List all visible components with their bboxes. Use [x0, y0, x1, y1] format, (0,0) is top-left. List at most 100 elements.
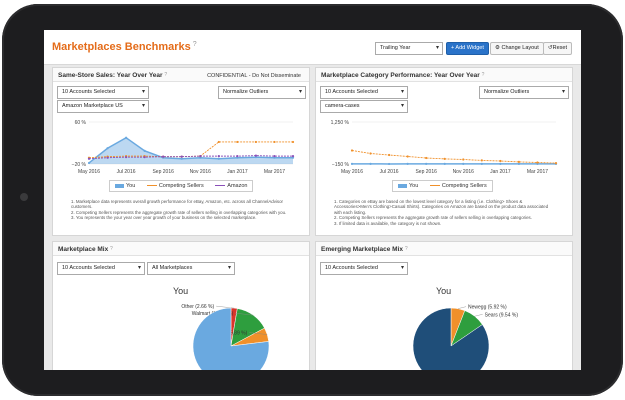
data-point — [480, 162, 483, 165]
note-item: 2. Competing Sellers represents the aggr… — [71, 209, 287, 215]
note-item: 1. Categories on eBay are based on the l… — [334, 199, 549, 215]
help-icon[interactable]: ? — [481, 72, 485, 78]
panel-header — [53, 68, 309, 82]
note-text: Competing Sellers represents the aggrega… — [75, 209, 287, 215]
camera-icon — [20, 193, 28, 201]
legend-swatch — [146, 185, 157, 187]
marketplace-mix-pie[interactable]: Other (2.66 %)Walmart (14.53 %)eBay (5.8… — [53, 298, 309, 370]
legend-item-amazon[interactable]: Amazon — [215, 181, 247, 191]
data-point — [87, 161, 91, 165]
legend-label: Competing Sellers — [158, 183, 204, 189]
pie-slice-remainder — [192, 307, 270, 370]
data-point — [350, 162, 354, 165]
data-point — [462, 158, 465, 161]
data-point — [87, 157, 91, 160]
legend-item-competing[interactable]: Competing Sellers — [429, 181, 487, 191]
help-icon[interactable]: ? — [164, 72, 168, 78]
pie-label: eBay (5.89 %) — [216, 331, 248, 337]
series-line-competing-sellers — [351, 150, 557, 164]
accounts-select[interactable]: 10 Accounts Selected ▾ — [320, 262, 408, 275]
page-title-text: Marketplaces Benchmarks — [52, 41, 191, 53]
note-item: 2. Competing Sellers represents the aggr… — [334, 215, 532, 221]
screen: Marketplaces Benchmarks? Trailing Year ▾ … — [44, 30, 581, 370]
outliers-select[interactable]: Normalize Outliers ▾ — [479, 86, 569, 99]
x-tick-label: Nov 2016 — [453, 169, 475, 175]
data-point — [462, 162, 465, 165]
panel-title: Same-Store Sales: Year Over Year ? — [58, 72, 167, 79]
data-point — [180, 157, 183, 160]
category-line-chart[interactable]: 1,250 % −150 %May 2016 Jul 2016 Sep 2016 Nov… — [316, 116, 572, 176]
data-point — [291, 155, 295, 158]
data-point — [254, 156, 258, 159]
panel-header — [53, 242, 309, 256]
marketplace-mix-panel: Marketplace Mix ? 10 Accounts Selected ▾ … — [52, 241, 310, 370]
y-tick-label: −150 % — [332, 162, 350, 168]
same-store-sales-panel: Same-Store Sales: Year Over Year ? CONFI… — [52, 67, 310, 236]
chevron-down-icon: ▾ — [400, 103, 404, 109]
data-point — [517, 162, 521, 165]
confidential-notice: CONFIDENTIAL - Do Not Disseminate — [207, 73, 301, 79]
data-point — [199, 156, 202, 159]
data-point — [106, 156, 109, 159]
pie-heading: You — [436, 286, 452, 296]
data-point — [406, 162, 409, 165]
data-point — [217, 155, 220, 158]
data-point — [273, 155, 276, 158]
x-tick-label: Nov 2016 — [190, 169, 212, 175]
help-icon[interactable]: ? — [404, 246, 408, 252]
chevron-down-icon: ▾ — [141, 103, 145, 109]
page-title: Marketplaces Benchmarks? — [52, 41, 197, 53]
panel-title: Emerging Marketplace Mix ? — [321, 246, 408, 253]
data-point — [124, 136, 128, 139]
marketplace-filter-select[interactable]: All Marketplaces ▾ — [147, 262, 235, 275]
series-line-you — [88, 136, 293, 164]
note-text: Categories on eBay are based on the lowe… — [334, 199, 549, 215]
data-point — [369, 152, 372, 155]
emerging-mix-pie[interactable]: Newegg (5.92 %)Sears (9.54 %) — [316, 298, 572, 370]
marketplace-select[interactable]: Amazon Marketplace US ▾ — [57, 100, 149, 113]
legend-item-you[interactable]: You — [398, 181, 418, 191]
chevron-down-icon: ▾ — [137, 265, 141, 271]
chevron-down-icon: ▾ — [400, 89, 404, 95]
chevron-down-icon: ▾ — [435, 45, 439, 51]
legend-swatch — [429, 185, 440, 187]
data-point — [180, 155, 183, 158]
outliers-select[interactable]: Normalize Outliers ▾ — [218, 86, 306, 99]
category-select[interactable]: camera-cases ▾ — [320, 100, 408, 113]
add-widget-button[interactable]: + Add Widget — [446, 42, 489, 55]
pie-label: Sears (9.54 %) — [485, 312, 519, 318]
data-point — [162, 155, 165, 158]
help-icon[interactable]: ? — [110, 246, 113, 252]
note-item: 1. Marketplace data represents overall g… — [71, 199, 283, 210]
legend-item-you[interactable]: You — [115, 181, 135, 191]
data-point — [554, 162, 558, 165]
data-point — [369, 162, 372, 165]
help-icon[interactable]: ? — [192, 41, 197, 48]
data-point — [143, 156, 146, 159]
marketplace-value: Amazon Marketplace US — [62, 103, 123, 109]
change-layout-button[interactable]: ⚙ Change Layout — [490, 42, 544, 55]
panel-title: Marketplace Category Performance: Year O… — [321, 72, 484, 79]
data-point — [536, 161, 539, 164]
same-store-line-chart[interactable]: 60 % −20 %May 2016 Jul 2016 Sep 2016 Nov 201… — [53, 116, 309, 176]
data-point — [480, 159, 483, 162]
data-point — [273, 156, 276, 159]
data-point — [236, 156, 239, 159]
x-tick-label: Jan 2017 — [490, 169, 511, 175]
panel-title-text: Same-Store Sales: Year Over Year — [58, 72, 163, 79]
x-tick-label: Jan 2017 — [227, 169, 248, 175]
data-point — [499, 162, 502, 166]
accounts-select[interactable]: 10 Accounts Selected ▾ — [320, 86, 408, 99]
legend-label: Competing Sellers — [441, 183, 487, 189]
accounts-select[interactable]: 10 Accounts Selected ▾ — [57, 262, 145, 275]
pie-label: Newegg (5.92 %) — [468, 305, 507, 311]
reset-button[interactable]: ↺Reset — [543, 42, 572, 55]
data-point — [143, 149, 146, 152]
legend-swatch — [215, 185, 226, 187]
pie-heading: You — [173, 286, 189, 296]
period-select[interactable]: Trailing Year ▾ — [375, 42, 443, 55]
data-point — [387, 162, 391, 166]
accounts-select[interactable]: 10 Accounts Selected ▾ — [57, 86, 149, 99]
legend-swatch — [398, 183, 407, 188]
legend-item-competing[interactable]: Competing Sellers — [146, 181, 204, 191]
